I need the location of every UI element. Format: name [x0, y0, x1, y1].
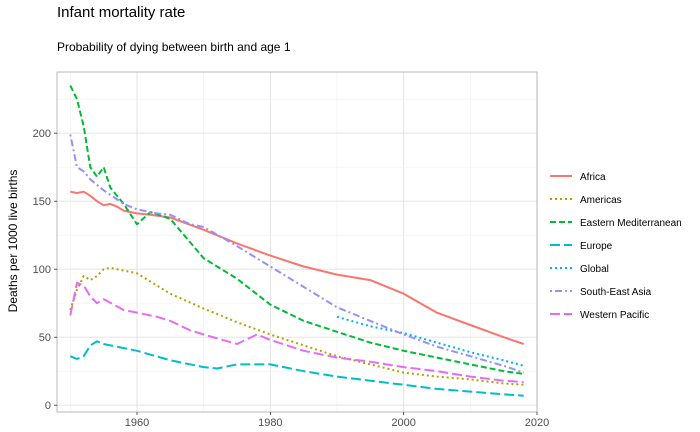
- legend-label-south-east-asia: South-East Asia: [580, 287, 652, 298]
- series-line-europe: [69, 340, 524, 397]
- y-tick-label: 200: [33, 128, 51, 140]
- x-tick-label: 2020: [525, 417, 549, 429]
- x-tick-label: 2000: [391, 417, 415, 429]
- data-series: [69, 85, 525, 397]
- axes: 1960 1980 2000 2020 0 50 100 150 200: [33, 128, 550, 429]
- chart-subtitle: Probability of dying between birth and a…: [57, 40, 291, 54]
- legend-label-western-pacific: Western Pacific: [580, 310, 649, 321]
- y-tick-label: 100: [33, 264, 51, 276]
- series-line-eastern-mediterranean: [69, 85, 524, 375]
- x-tick-label: 1960: [125, 417, 149, 429]
- chart-title: Infant mortality rate: [57, 4, 185, 21]
- y-tick-label: 150: [33, 196, 51, 208]
- y-axis-title: Deaths per 1000 live births: [6, 170, 20, 313]
- series-line-global: [336, 315, 524, 367]
- legend-label-global: Global: [580, 264, 609, 275]
- series-line-western-pacific: [69, 281, 524, 384]
- y-tick-label: 0: [45, 400, 51, 412]
- y-tick-label: 50: [39, 332, 51, 344]
- series-line-south-east-asia: [69, 134, 525, 374]
- legend-label-africa: Africa: [580, 172, 606, 183]
- legend-label-europe: Europe: [580, 241, 613, 252]
- series-line-africa: [70, 190, 525, 345]
- gridlines: [57, 72, 538, 412]
- legend-label-eastern-mediterranean: Eastern Mediterranean: [580, 218, 682, 229]
- legend-label-americas: Americas: [580, 195, 622, 206]
- legend: Africa Americas Eastern Mediterranean Europ…: [550, 172, 682, 321]
- x-tick-label: 1980: [258, 417, 282, 429]
- plot-panel-border: [56, 71, 538, 413]
- series-line-americas: [69, 266, 524, 386]
